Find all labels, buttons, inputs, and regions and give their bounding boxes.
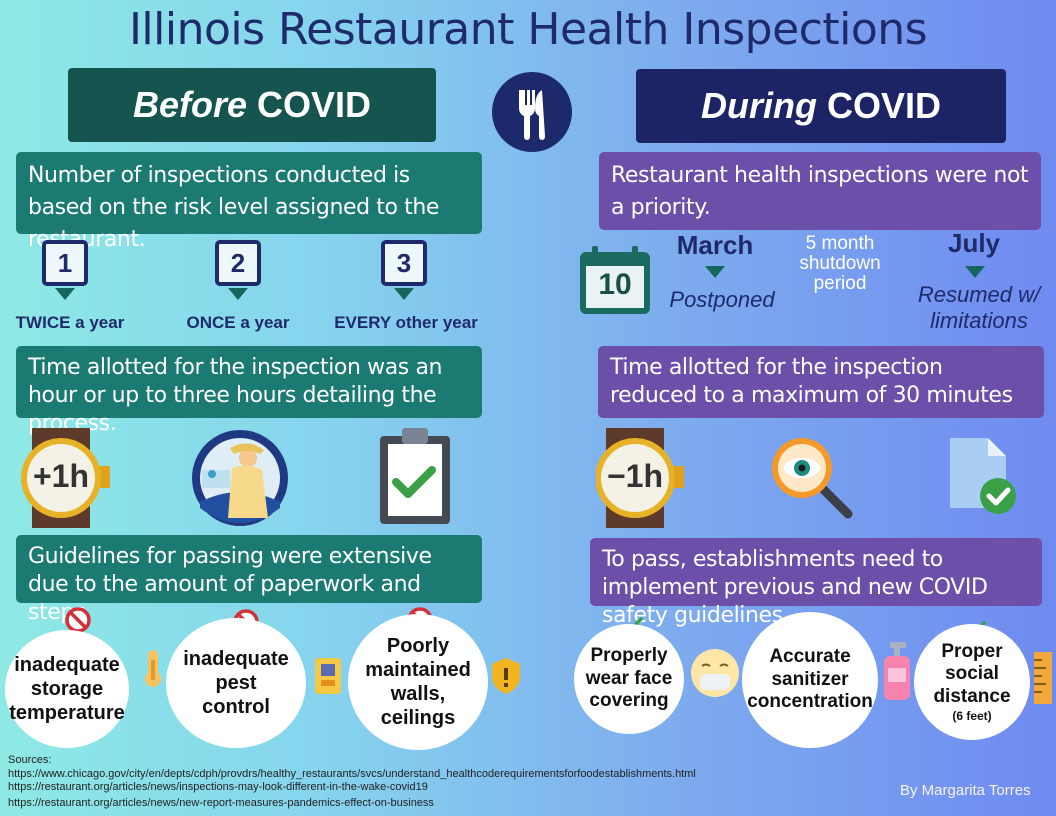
requirement-text: Accurate sanitizer concentration — [747, 645, 873, 713]
guidelines-box: Guidelines for passing were extensive du… — [16, 535, 482, 625]
requirement-note: (6 feet) — [952, 709, 992, 723]
during-header-italic: During — [701, 85, 817, 126]
risk-freq-3: EVERY other year — [334, 313, 478, 332]
requirement-face-covering: Properly wear face covering — [574, 624, 684, 734]
arrow-down-icon — [965, 266, 985, 278]
arrow-down-icon — [705, 266, 725, 278]
failure-pest-control: inadequate pest control — [166, 618, 306, 748]
risk-freq-1: TWICE a year — [15, 313, 125, 332]
thermometer-icon — [140, 648, 166, 693]
arrow-down-icon — [55, 288, 75, 300]
calendar-day: 10 — [598, 268, 632, 301]
sanitizer-bottle-icon — [880, 640, 914, 707]
inspector-icon — [190, 428, 292, 533]
page-title: Illinois Restaurant Health Inspections — [128, 4, 928, 55]
failure-walls-ceilings: Poorly maintained walls, ceilings — [348, 614, 488, 750]
watch-plus-icon: +1h — [18, 428, 114, 528]
risk-number-1: 1 — [42, 240, 88, 286]
during-covid-header: During COVID — [636, 69, 1006, 143]
risk-number-2: 2 — [215, 240, 261, 286]
arrow-down-icon — [228, 288, 248, 300]
requirement-text: Proper social distance — [933, 640, 1011, 708]
pass-guidelines-box: To pass, establishments need to implemen… — [590, 538, 1042, 628]
calendar-icon: 10 — [578, 244, 652, 321]
failure-storage-temperature: inadequate storage temperature — [5, 630, 129, 748]
requirement-sanitizer: Accurate sanitizer concentration — [742, 612, 878, 748]
risk-level-3: 3 — [381, 240, 427, 300]
source-link[interactable]: https://www.chicago.gov/city/en/depts/cd… — [8, 767, 696, 780]
risk-number-3: 3 — [381, 240, 427, 286]
requirement-social-distance: Proper social distance (6 feet) — [914, 624, 1030, 740]
postponed-label: Postponed — [669, 287, 775, 312]
clipboard-check-icon — [378, 426, 454, 531]
sources-label: Sources: — [8, 754, 52, 766]
not-priority-box: Restaurant health inspections were not a… — [599, 152, 1041, 230]
watch-minus-icon: −1h — [595, 428, 692, 528]
risk-level-2: 2 — [215, 240, 261, 300]
source-link[interactable]: https://restaurant.org/articles/news/ins… — [8, 781, 428, 793]
before-header-italic: Before — [132, 84, 247, 125]
source-link[interactable]: https://restaurant.org/articles/news/new… — [8, 796, 434, 809]
plus-hour-label: +1h — [32, 458, 90, 494]
trap-icon — [313, 656, 343, 701]
march-label: March — [676, 230, 754, 260]
july-label: July — [947, 228, 1001, 258]
arrow-down-icon — [394, 288, 414, 300]
sources: Sources: https://www.chicago.gov/city/en… — [8, 754, 696, 810]
time-allotted-box: Time allotted for the inspection was an … — [16, 346, 482, 436]
risk-level-1: 1 — [42, 240, 142, 300]
reduced-time-box: Time allotted for the inspection reduced… — [598, 346, 1044, 418]
requirement-text: Properly wear face covering — [585, 644, 673, 712]
fork-knife-icon — [492, 72, 572, 152]
before-header-rest: COVID — [257, 84, 372, 125]
author-credit: By Margarita Torres — [900, 782, 1031, 799]
document-check-icon — [946, 436, 1022, 525]
face-mask-icon — [690, 648, 740, 703]
warning-shield-icon — [489, 656, 523, 701]
resumed-label: Resumed w/ limitations — [917, 282, 1041, 333]
before-covid-header: Before COVID — [68, 68, 436, 142]
risk-level-box: Number of inspections conducted is based… — [16, 152, 482, 252]
shutdown-period: 5 month shutdown period — [799, 233, 881, 294]
risk-freq-2: ONCE a year — [186, 313, 290, 332]
ruler-icon — [1032, 650, 1054, 711]
minus-hour-label: −1h — [606, 458, 664, 494]
during-header-rest: COVID — [826, 85, 941, 126]
magnifier-eye-icon — [768, 434, 854, 525]
